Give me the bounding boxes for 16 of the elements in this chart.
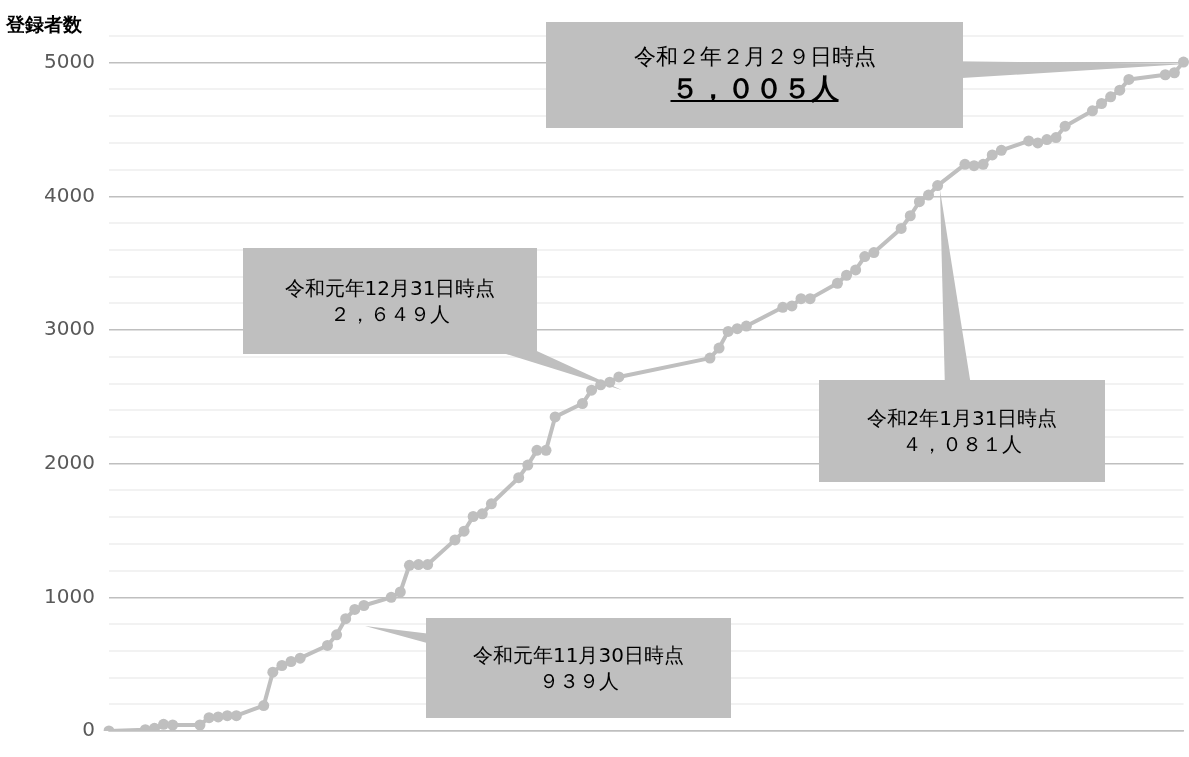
annotation: ５，００５人 [670,71,839,108]
y-tick-label: 1000 [43,583,95,608]
annotation: 令和元年11月30日時点 [473,642,684,668]
y-tick-label: 5000 [43,48,95,73]
y-axis-title: 登録者数 [5,12,83,35]
annotation: ９３９人 [538,668,619,694]
y-tick-label: 0 [82,717,95,742]
y-tick-label: 2000 [43,449,95,474]
annotation: 令和元年12月31日時点 [284,275,496,301]
y-tick-label: 3000 [43,316,95,341]
annotation: ４，０８１人 [902,431,1022,457]
y-tick-label: 4000 [43,182,95,207]
annotation: 令和２年２月２９日時点 [633,42,876,71]
annotation: 令和2年1月31日時点 [866,405,1058,431]
annotation: ２，６４９人 [330,301,450,327]
callout-box: 令和元年12月31日時点 ２，６４９人 [243,248,537,354]
